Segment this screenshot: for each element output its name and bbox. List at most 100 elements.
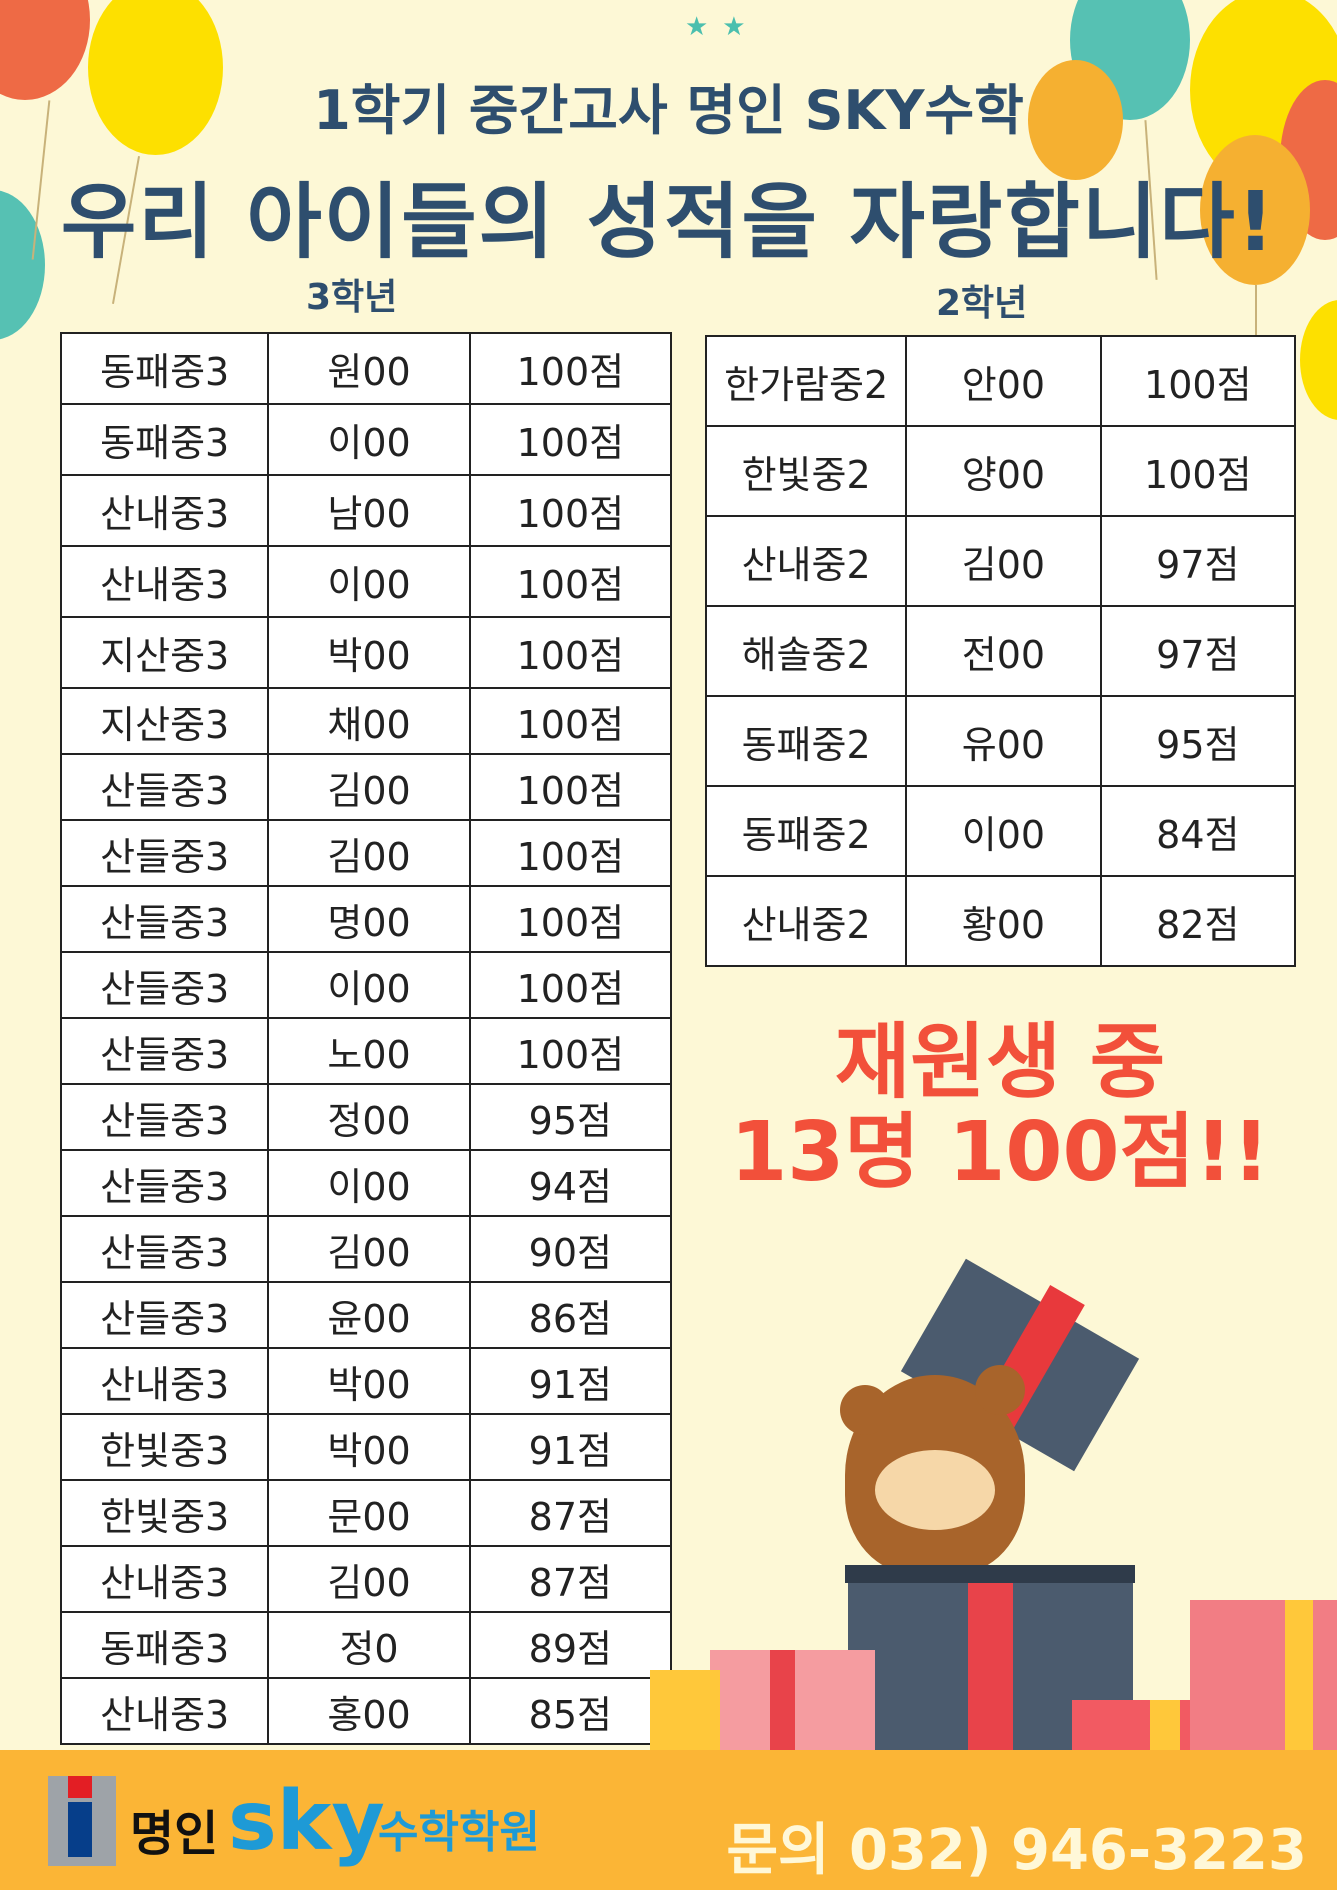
cell-score: 94점 xyxy=(468,1149,673,1217)
grade3-score-table: 동패중3 원00 100점 동패중3 이00 100점 산내중3 남00 100점 산내중3 이00… xyxy=(59,332,673,1745)
table-row: 한가람중2 안00 100점 xyxy=(704,335,1297,427)
table-row: 산들중3 이00 94점 xyxy=(59,1149,673,1217)
cell-name: 박00 xyxy=(267,616,471,689)
table-row: 산내중2 김00 97점 xyxy=(704,515,1297,607)
table-row: 동패중3 이00 100점 xyxy=(59,403,673,476)
cell-name: 전00 xyxy=(905,605,1102,697)
footer-bar xyxy=(0,1750,1337,1890)
table-row: 산내중3 이00 100점 xyxy=(59,545,673,618)
cell-name: 정0 xyxy=(267,1611,471,1679)
promo-line1: 재원생 중 xyxy=(834,1015,1166,1110)
star-decoration: ★★ xyxy=(685,12,760,42)
table-row: 지산중3 박00 100점 xyxy=(59,616,673,689)
cell-school: 지산중3 xyxy=(59,616,270,689)
cell-school: 동패중3 xyxy=(59,332,270,405)
table-row: 동패중2 유00 95점 xyxy=(704,695,1297,787)
cell-school: 산내중2 xyxy=(704,875,908,967)
cell-name: 문00 xyxy=(267,1479,471,1547)
cell-name: 유00 xyxy=(905,695,1102,787)
table-row: 산내중3 김00 87점 xyxy=(59,1545,673,1613)
cell-name: 이00 xyxy=(267,403,471,476)
cell-school: 동패중2 xyxy=(704,785,908,877)
cell-school: 산내중3 xyxy=(59,474,270,547)
cell-school: 동패중2 xyxy=(704,695,908,787)
table-row: 산들중3 김00 100점 xyxy=(59,819,673,887)
cell-score: 100점 xyxy=(468,753,673,821)
cell-school: 산들중3 xyxy=(59,1281,270,1349)
cell-school: 지산중3 xyxy=(59,687,270,755)
cell-score: 100점 xyxy=(468,1017,673,1085)
table-row: 산내중2 황00 82점 xyxy=(704,875,1297,967)
cell-score: 82점 xyxy=(1099,875,1297,967)
cell-name: 안00 xyxy=(905,335,1102,427)
cell-school: 산들중3 xyxy=(59,819,270,887)
grade3-label: 3학년 xyxy=(306,277,398,318)
cell-school: 동패중3 xyxy=(59,1611,270,1679)
cell-school: 산들중3 xyxy=(59,1083,270,1151)
cell-name: 김00 xyxy=(267,819,471,887)
cell-school: 한빛중2 xyxy=(704,425,908,517)
cell-name: 김00 xyxy=(267,1215,471,1283)
table-row: 산들중3 정00 95점 xyxy=(59,1083,673,1151)
cell-name: 이00 xyxy=(267,545,471,618)
table-row: 한빛중3 박00 91점 xyxy=(59,1413,673,1481)
cell-score: 100점 xyxy=(468,403,673,476)
contact-phone: 문의 032) 946-3223 xyxy=(726,1818,1307,1883)
table-row: 산들중3 김00 100점 xyxy=(59,753,673,821)
cell-score: 100점 xyxy=(468,616,673,689)
cell-score: 87점 xyxy=(468,1545,673,1613)
table-row: 산내중3 박00 91점 xyxy=(59,1347,673,1415)
cell-name: 김00 xyxy=(267,753,471,821)
cell-score: 89점 xyxy=(468,1611,673,1679)
cell-school: 산내중3 xyxy=(59,1347,270,1415)
cell-school: 산내중3 xyxy=(59,545,270,618)
cell-score: 100점 xyxy=(468,545,673,618)
cell-score: 91점 xyxy=(468,1347,673,1415)
cell-score: 95점 xyxy=(468,1083,673,1151)
table-row: 동패중2 이00 84점 xyxy=(704,785,1297,877)
cell-score: 91점 xyxy=(468,1413,673,1481)
cell-score: 100점 xyxy=(468,819,673,887)
cell-name: 이00 xyxy=(267,951,471,1019)
cell-name: 정00 xyxy=(267,1083,471,1151)
cell-school: 산들중3 xyxy=(59,753,270,821)
table-row: 동패중3 정0 89점 xyxy=(59,1611,673,1679)
page-title: 우리 아이들의 성적을 자랑합니다! xyxy=(60,175,1277,270)
cell-score: 100점 xyxy=(468,885,673,953)
table-row: 산들중3 김00 90점 xyxy=(59,1215,673,1283)
cell-score: 90점 xyxy=(468,1215,673,1283)
cell-school: 산들중3 xyxy=(59,1215,270,1283)
cell-name: 김00 xyxy=(267,1545,471,1613)
table-row: 산내중3 남00 100점 xyxy=(59,474,673,547)
cell-name: 김00 xyxy=(905,515,1102,607)
cell-score: 85점 xyxy=(468,1677,673,1745)
cell-school: 산들중3 xyxy=(59,885,270,953)
cell-name: 원00 xyxy=(267,332,471,405)
table-row: 산들중3 명00 100점 xyxy=(59,885,673,953)
cell-school: 한빛중3 xyxy=(59,1479,270,1547)
table-row: 산내중3 홍00 85점 xyxy=(59,1677,673,1745)
cell-score: 95점 xyxy=(1099,695,1297,787)
cell-school: 한빛중3 xyxy=(59,1413,270,1481)
cell-school: 산들중3 xyxy=(59,1017,270,1085)
cell-score: 84점 xyxy=(1099,785,1297,877)
table-row: 한빛중3 문00 87점 xyxy=(59,1479,673,1547)
cell-score: 87점 xyxy=(468,1479,673,1547)
cell-name: 황00 xyxy=(905,875,1102,967)
logo-mark-icon xyxy=(48,1776,116,1866)
cell-name: 박00 xyxy=(267,1413,471,1481)
cell-name: 노00 xyxy=(267,1017,471,1085)
promo-line2: 13명 100점!! xyxy=(730,1105,1270,1200)
table-row: 산들중3 윤00 86점 xyxy=(59,1281,673,1349)
cell-school: 한가람중2 xyxy=(704,335,908,427)
cell-name: 남00 xyxy=(267,474,471,547)
cell-school: 산들중3 xyxy=(59,951,270,1019)
cell-name: 홍00 xyxy=(267,1677,471,1745)
cell-school: 동패중3 xyxy=(59,403,270,476)
cell-score: 97점 xyxy=(1099,515,1297,607)
cell-score: 100점 xyxy=(1099,425,1297,517)
table-row: 한빛중2 양00 100점 xyxy=(704,425,1297,517)
cell-name: 박00 xyxy=(267,1347,471,1415)
cell-score: 86점 xyxy=(468,1281,673,1349)
cell-score: 100점 xyxy=(1099,335,1297,427)
